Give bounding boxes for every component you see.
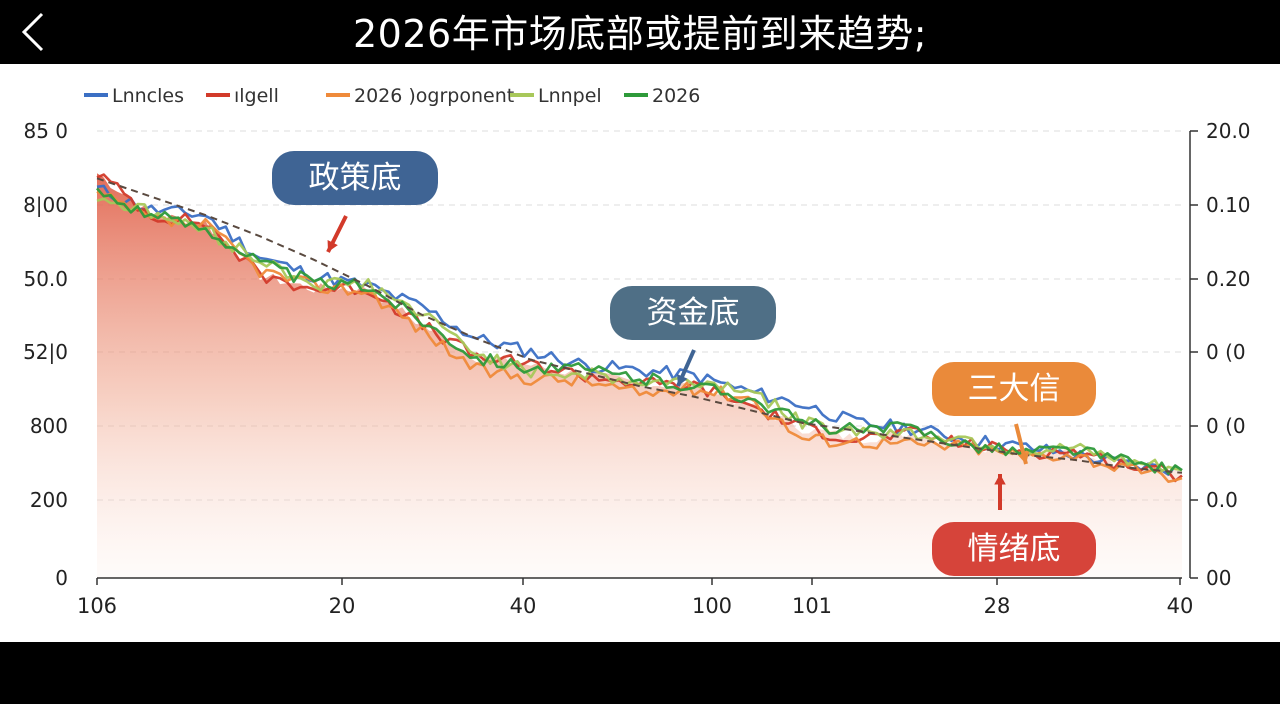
x-tick-label: 40 (1167, 594, 1194, 618)
annotation-arrowhead (327, 240, 338, 252)
top-bar: 2026年市场底部或提前到来趋势; (0, 0, 1280, 64)
x-tick-label: 106 (77, 594, 117, 618)
y-right-tick-label: 0.10 (1206, 193, 1251, 217)
area-fill (97, 173, 1182, 578)
y-right-tick-label: 0.0 (1206, 488, 1238, 512)
y-right-tick-label: 0.20 (1206, 267, 1251, 291)
chevron-left-icon (21, 12, 44, 52)
annotation-label: 资金底 (647, 295, 740, 331)
legend-label: Lnnpel (538, 85, 602, 107)
y-left-tick-label: 200 (30, 488, 68, 512)
y-right-tick-label: 00 (1206, 566, 1231, 590)
trend-line (96, 177, 1183, 474)
y-right-tick-label: 0 (0 (1206, 414, 1246, 438)
annotation-label: 三大信 (968, 371, 1061, 407)
chart-panel: 85 0 8|00 50.0 52|0 800 200 0 20.0 0.10 0.20 0 (0 0… (0, 64, 1280, 642)
annotation-bubble (932, 362, 1096, 416)
x-tick-label: 101 (792, 594, 832, 618)
y-left-tick-label: 85 0 (23, 119, 68, 143)
legend-label: 2026 (652, 85, 700, 107)
y-left-tick-label: 8|00 (23, 193, 68, 217)
y-right-tick-label: 0 (0 (1206, 340, 1246, 364)
x-tick-label: 40 (510, 594, 537, 618)
legend-label: ılgell (234, 85, 279, 107)
x-tick-label: 28 (984, 594, 1011, 618)
back-button[interactable] (10, 8, 54, 56)
page-title: 2026年市场底部或提前到来趋势; (352, 12, 927, 56)
x-tick-label: 20 (329, 594, 356, 618)
annotation-arrowhead (677, 374, 688, 386)
y-left-tick-label: 800 (30, 414, 68, 438)
y-right-tick-label: 20.0 (1206, 119, 1251, 143)
y-left-tick-label: 52|0 (23, 340, 68, 364)
y-left-tick-label: 0 (55, 566, 68, 590)
legend-label: Lnncles (112, 85, 184, 107)
series-line-4 (96, 187, 1183, 475)
annotation-arrowhead (994, 474, 1006, 485)
x-tick-label: 100 (692, 594, 732, 618)
annotation-bubble (932, 522, 1096, 576)
annotation-bubble (272, 151, 438, 205)
y-left-tick-label: 50.0 (23, 267, 68, 291)
legend-label: 2026 )ogrponent (354, 85, 514, 107)
bottom-bar (0, 642, 1280, 704)
annotation-label: 政策底 (309, 160, 402, 196)
annotation-arrowhead (1017, 452, 1030, 464)
annotation-bubble (610, 286, 776, 340)
annotation-label: 情绪底 (968, 531, 1061, 567)
